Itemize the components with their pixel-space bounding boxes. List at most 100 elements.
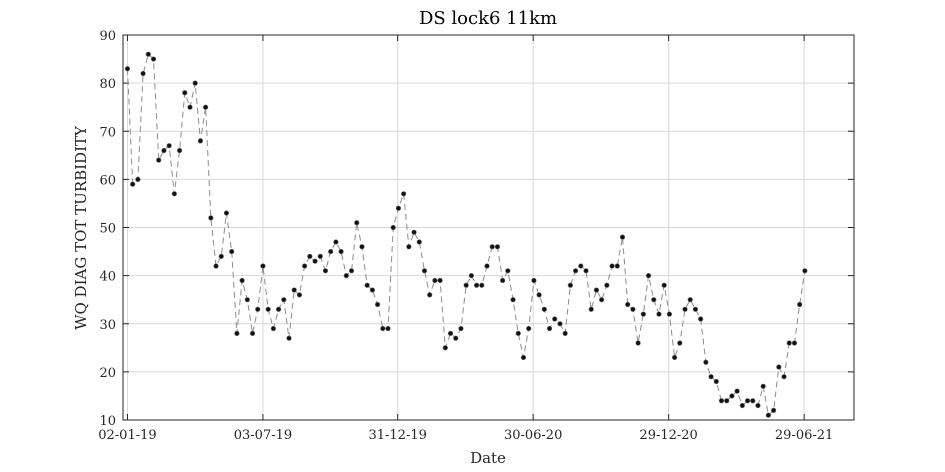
data-point [416, 239, 422, 245]
data-point [614, 263, 620, 269]
data-point [599, 297, 605, 303]
data-point [635, 340, 641, 346]
data-point [682, 306, 688, 312]
data-point [520, 354, 527, 361]
data-point [791, 340, 798, 346]
data-point [546, 325, 553, 332]
data-point [500, 277, 506, 284]
data-point [265, 306, 271, 312]
data-point [484, 263, 490, 269]
chart-title: DS lock6 11km [419, 8, 557, 29]
data-point [708, 374, 714, 380]
data-point [255, 306, 261, 312]
data-point [724, 398, 730, 404]
data-point [145, 51, 151, 57]
data-point [244, 297, 250, 303]
data-point [468, 273, 474, 279]
data-point [552, 316, 558, 322]
data-point [802, 268, 808, 274]
data-point [150, 56, 157, 62]
data-point [515, 330, 521, 336]
data-point [176, 147, 183, 154]
data-point [354, 220, 360, 226]
data-point [713, 378, 719, 385]
data-point [770, 407, 777, 413]
data-point [536, 292, 542, 298]
data-point [557, 321, 563, 327]
data-point [296, 292, 303, 298]
data-point [578, 263, 584, 269]
data-point [343, 273, 349, 279]
y-axis-title: WQ DIAG TOT TURBIDITY [72, 125, 90, 330]
data-point [171, 191, 177, 197]
data-point [526, 325, 532, 332]
x-tick-label: 31-12-19 [368, 428, 426, 443]
data-point [593, 287, 600, 293]
data-point [338, 248, 344, 255]
data-point [797, 301, 803, 308]
data-point [432, 277, 438, 284]
data-point [666, 311, 672, 317]
data-point [203, 104, 209, 110]
data-point [374, 301, 381, 308]
y-tick-label: 20 [99, 366, 116, 381]
data-point [328, 248, 334, 255]
data-point [317, 253, 323, 259]
data-point [192, 80, 198, 86]
y-tick-label: 70 [99, 125, 116, 140]
y-tick-label: 60 [99, 173, 116, 188]
x-axis-tick-labels: 02-01-19 03-07-19 31-12-19 30-06-20 29-12-20… [98, 428, 833, 443]
data-point [442, 345, 448, 351]
y-tick-label: 40 [99, 270, 116, 285]
data-point [583, 268, 589, 274]
data-point [359, 244, 365, 250]
y-tick-label: 80 [99, 77, 116, 92]
data-point [744, 398, 751, 404]
data-point [249, 330, 256, 336]
data-point [130, 181, 136, 187]
x-tick-label: 02-01-19 [98, 428, 156, 443]
y-tick-label: 90 [99, 29, 116, 44]
data-point [406, 244, 412, 250]
data-point [437, 277, 443, 284]
data-point [698, 316, 704, 322]
data-point [156, 157, 162, 163]
data-point [312, 258, 318, 264]
data-point [411, 229, 417, 235]
data-point [645, 273, 652, 279]
data-point [197, 138, 204, 144]
data-point [786, 340, 792, 346]
data-point [755, 402, 761, 409]
data-point [260, 263, 266, 269]
data-point [281, 297, 287, 303]
plot-border [122, 34, 855, 421]
data-point [625, 301, 631, 308]
data-point [322, 268, 329, 274]
data-point [213, 263, 219, 269]
data-point [489, 244, 495, 250]
data-point [187, 104, 193, 110]
data-point [718, 398, 725, 404]
data-point [619, 234, 626, 240]
data-point [734, 388, 740, 394]
data-point [572, 268, 579, 274]
data-point [510, 297, 516, 303]
data-point [302, 263, 308, 269]
data-point [447, 330, 454, 336]
data-point [395, 205, 402, 211]
data-point [692, 306, 699, 312]
x-tick-label: 29-12-20 [639, 428, 697, 443]
data-point [604, 282, 610, 288]
data-point [479, 282, 485, 288]
series-line [126, 53, 806, 417]
data-point [182, 90, 188, 96]
data-point [421, 268, 428, 274]
data-point [630, 306, 636, 312]
data-point [427, 292, 433, 298]
data-point [208, 215, 214, 221]
data-point [760, 383, 766, 389]
y-tick-label: 50 [99, 222, 116, 237]
data-point [401, 191, 407, 197]
data-point [239, 277, 245, 284]
